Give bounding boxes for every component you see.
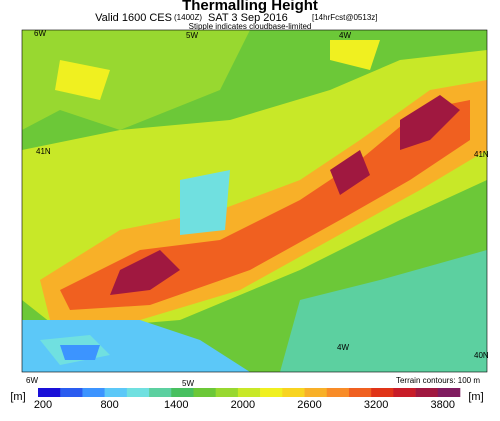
colorbar-swatch: [437, 388, 461, 397]
colorbar-swatch: [60, 388, 83, 397]
colorbar-swatch: [326, 388, 350, 397]
colorbar-unit: [m]: [468, 391, 483, 403]
colorbar-swatch: [415, 388, 439, 397]
zulu-time: (1400Z): [174, 13, 202, 22]
coordinate-label: 40N: [474, 351, 489, 360]
forecast-info: [14hrFcst@0513z]: [312, 13, 377, 22]
colorbar-tick-label: 2600: [297, 399, 321, 411]
coordinate-label: 4W: [339, 31, 351, 40]
colorbar-swatch: [215, 388, 239, 397]
colorbar-swatch: [38, 388, 61, 397]
colorbar-swatch: [393, 388, 416, 397]
colorbar-tick-label: 200: [34, 399, 52, 411]
coordinate-label: 41N: [474, 150, 489, 159]
colorbar-swatch: [260, 388, 283, 397]
colorbar-swatch: [126, 388, 150, 397]
colorbar-swatch: [149, 388, 172, 397]
colorbar-swatch: [282, 388, 305, 397]
coordinate-label: 4W: [337, 343, 349, 352]
map-frame: [21, 29, 488, 373]
date: SAT 3 Sep 2016: [208, 12, 288, 24]
map-field: [22, 30, 487, 372]
coordinate-label: 6W: [34, 29, 46, 38]
colorbar-tick-label: 800: [100, 399, 118, 411]
colorbar-swatch: [171, 388, 194, 397]
colorbar-tick-label: 3800: [431, 399, 455, 411]
colorbar-swatch: [304, 388, 328, 397]
contour-note: Terrain contours: 100 m: [396, 376, 480, 385]
title: Thermalling Height: [182, 0, 318, 14]
colorbar-swatch: [104, 388, 128, 397]
note: Stipple indicates cloudbase-limited: [189, 22, 312, 31]
colorbar-tick-label: 1400: [164, 399, 188, 411]
colorbar-swatch: [237, 388, 261, 397]
coordinate-label: 6W: [26, 376, 38, 385]
colorbar-swatch: [193, 388, 216, 397]
colorbar-swatch: [348, 388, 372, 397]
colorbar-tick-label: 3200: [364, 399, 388, 411]
colorbar-swatch: [371, 388, 394, 397]
coordinate-label: 5W: [186, 31, 198, 40]
coordinate-label: 41N: [36, 147, 51, 156]
colorbar-tick-label: 2000: [231, 399, 255, 411]
valid-time: Valid 1600 CES: [95, 12, 172, 24]
colorbar-swatch: [82, 388, 105, 397]
coordinate-label: 5W: [182, 379, 194, 388]
colorbar-unit: [m]: [10, 391, 25, 403]
